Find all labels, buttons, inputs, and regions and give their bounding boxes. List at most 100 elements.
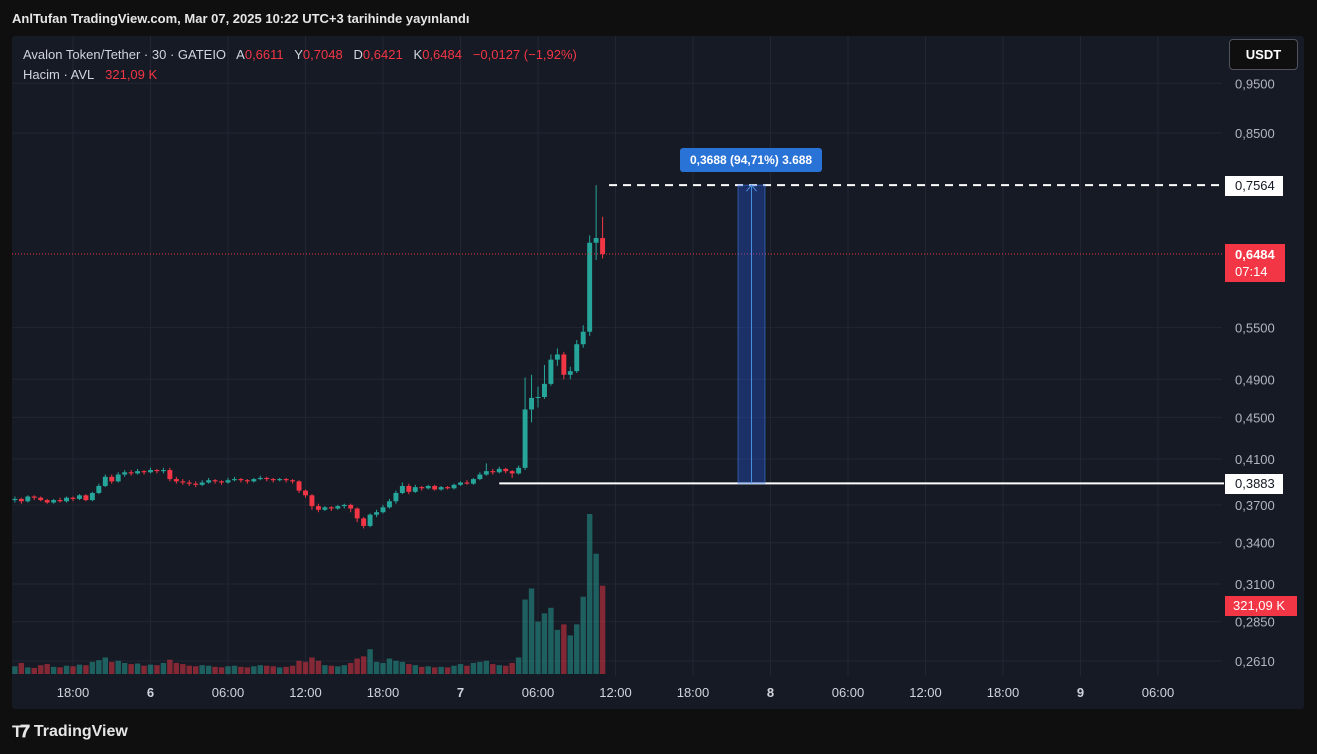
y-tick-label: 0,2850	[1235, 615, 1275, 630]
volume-bar	[205, 665, 212, 674]
candle-body	[412, 487, 418, 492]
candle-body	[380, 507, 386, 513]
candle-body	[554, 354, 560, 360]
candle-body	[406, 485, 412, 492]
candle-body	[561, 354, 567, 375]
candle-body	[374, 512, 379, 515]
candle-body	[219, 481, 224, 483]
candle-body	[432, 485, 438, 490]
volume-bar	[567, 635, 574, 674]
x-tick-label: 6	[147, 685, 154, 700]
volume-bar	[393, 660, 399, 674]
volume-bar	[335, 666, 341, 674]
candle-body	[516, 467, 522, 474]
tradingview-footer[interactable]: T𝟕 TradingView	[12, 722, 128, 742]
x-tick-label: 06:00	[522, 685, 555, 700]
volume-bar	[270, 666, 276, 674]
volume-bar	[419, 666, 425, 674]
candle-body	[51, 500, 57, 503]
volume-bar	[44, 664, 50, 674]
candle-body	[277, 479, 283, 481]
y-tick-label: 0,2610	[1235, 654, 1275, 669]
x-tick-label: 12:00	[599, 685, 632, 700]
candle-body	[354, 508, 360, 519]
volume-bar	[548, 607, 554, 674]
candle-body	[600, 238, 606, 255]
candle-body	[509, 471, 515, 474]
volume-bar	[315, 660, 322, 674]
volume-bar	[386, 658, 393, 674]
candle-body	[186, 482, 192, 484]
volume-bar	[380, 662, 386, 674]
measure-label[interactable]: 0,3688 (94,71%) 3.688	[680, 148, 823, 172]
volume-bar	[37, 665, 44, 674]
volume-bar	[412, 665, 419, 674]
candle-body	[303, 490, 308, 496]
candle-body	[264, 477, 270, 480]
volume-bar	[554, 629, 561, 674]
candle-body	[18, 498, 24, 502]
candle-body	[38, 497, 44, 501]
high-value: 0,7048	[302, 47, 343, 62]
volume-bar	[199, 665, 205, 674]
publication-header: AnlTufan TradingView.com, Mar 07, 2025 1…	[12, 11, 470, 26]
candle-body	[283, 479, 289, 481]
volume-bar	[341, 665, 347, 674]
volume-bar	[502, 665, 509, 674]
volume-bar	[574, 624, 580, 674]
volume-bar	[238, 666, 244, 674]
last-price-value: 0,6484	[1235, 247, 1275, 262]
candle-body	[115, 474, 121, 482]
volume-bar	[109, 661, 115, 674]
candle-body	[367, 514, 373, 526]
volume-bar	[160, 662, 167, 674]
volume-bar	[212, 666, 218, 674]
candle-body	[89, 492, 95, 501]
volume-label[interactable]: Hacim · AVL	[23, 67, 95, 82]
volume-bar	[50, 666, 57, 674]
volume-bar	[63, 665, 70, 674]
volume-bar	[328, 665, 335, 674]
candle-body	[496, 468, 502, 473]
candle-body	[438, 487, 444, 490]
x-tick-label: 12:00	[289, 685, 322, 700]
volume-value: 321,09 K	[105, 67, 158, 82]
volume-bar	[102, 657, 109, 674]
volume-bar	[302, 661, 309, 674]
candle-body	[83, 495, 89, 501]
volume-bar	[96, 660, 102, 674]
candle-body	[173, 479, 179, 482]
x-tick-label: 06:00	[1142, 685, 1175, 700]
chart-panel[interactable]: 0,9500 0,8500 0,5500 0,4900 0,4500 0,4100 0,37…	[12, 36, 1304, 709]
candle-body	[31, 496, 37, 498]
volume-bar	[173, 662, 180, 674]
currency-button[interactable]: USDT	[1229, 39, 1298, 70]
volume-bar	[431, 667, 438, 674]
volume-bar	[496, 665, 502, 674]
volume-bar	[438, 666, 444, 674]
symbol-label[interactable]: Avalon Token/Tether · 30 · GATEIO	[23, 47, 227, 62]
volume-bar	[580, 596, 586, 674]
volume-bar	[244, 667, 251, 674]
x-tick-label: 8	[767, 685, 774, 700]
volume-bar	[406, 664, 412, 674]
volume-bar	[541, 613, 548, 674]
candle-body	[44, 500, 50, 503]
volume-bar	[31, 667, 37, 674]
tradingview-logo-icon: T𝟕	[12, 722, 30, 741]
volume-bar	[289, 665, 296, 674]
volume-bar	[128, 664, 134, 674]
candle-body	[580, 331, 586, 345]
price-chart[interactable]: 0,9500 0,8500 0,5500 0,4900 0,4500 0,4100 0,37…	[12, 36, 1304, 709]
volume-bar	[522, 599, 528, 674]
volume-bar	[276, 667, 283, 674]
candle-body	[12, 498, 18, 501]
candle-body	[154, 470, 160, 472]
volume-bar	[360, 656, 367, 674]
candle-body	[419, 487, 425, 489]
candle-body	[225, 480, 231, 483]
candle-body	[483, 471, 489, 475]
candle-body	[503, 468, 509, 472]
close-value: 0,6484	[422, 47, 462, 62]
volume-bar	[180, 664, 186, 674]
